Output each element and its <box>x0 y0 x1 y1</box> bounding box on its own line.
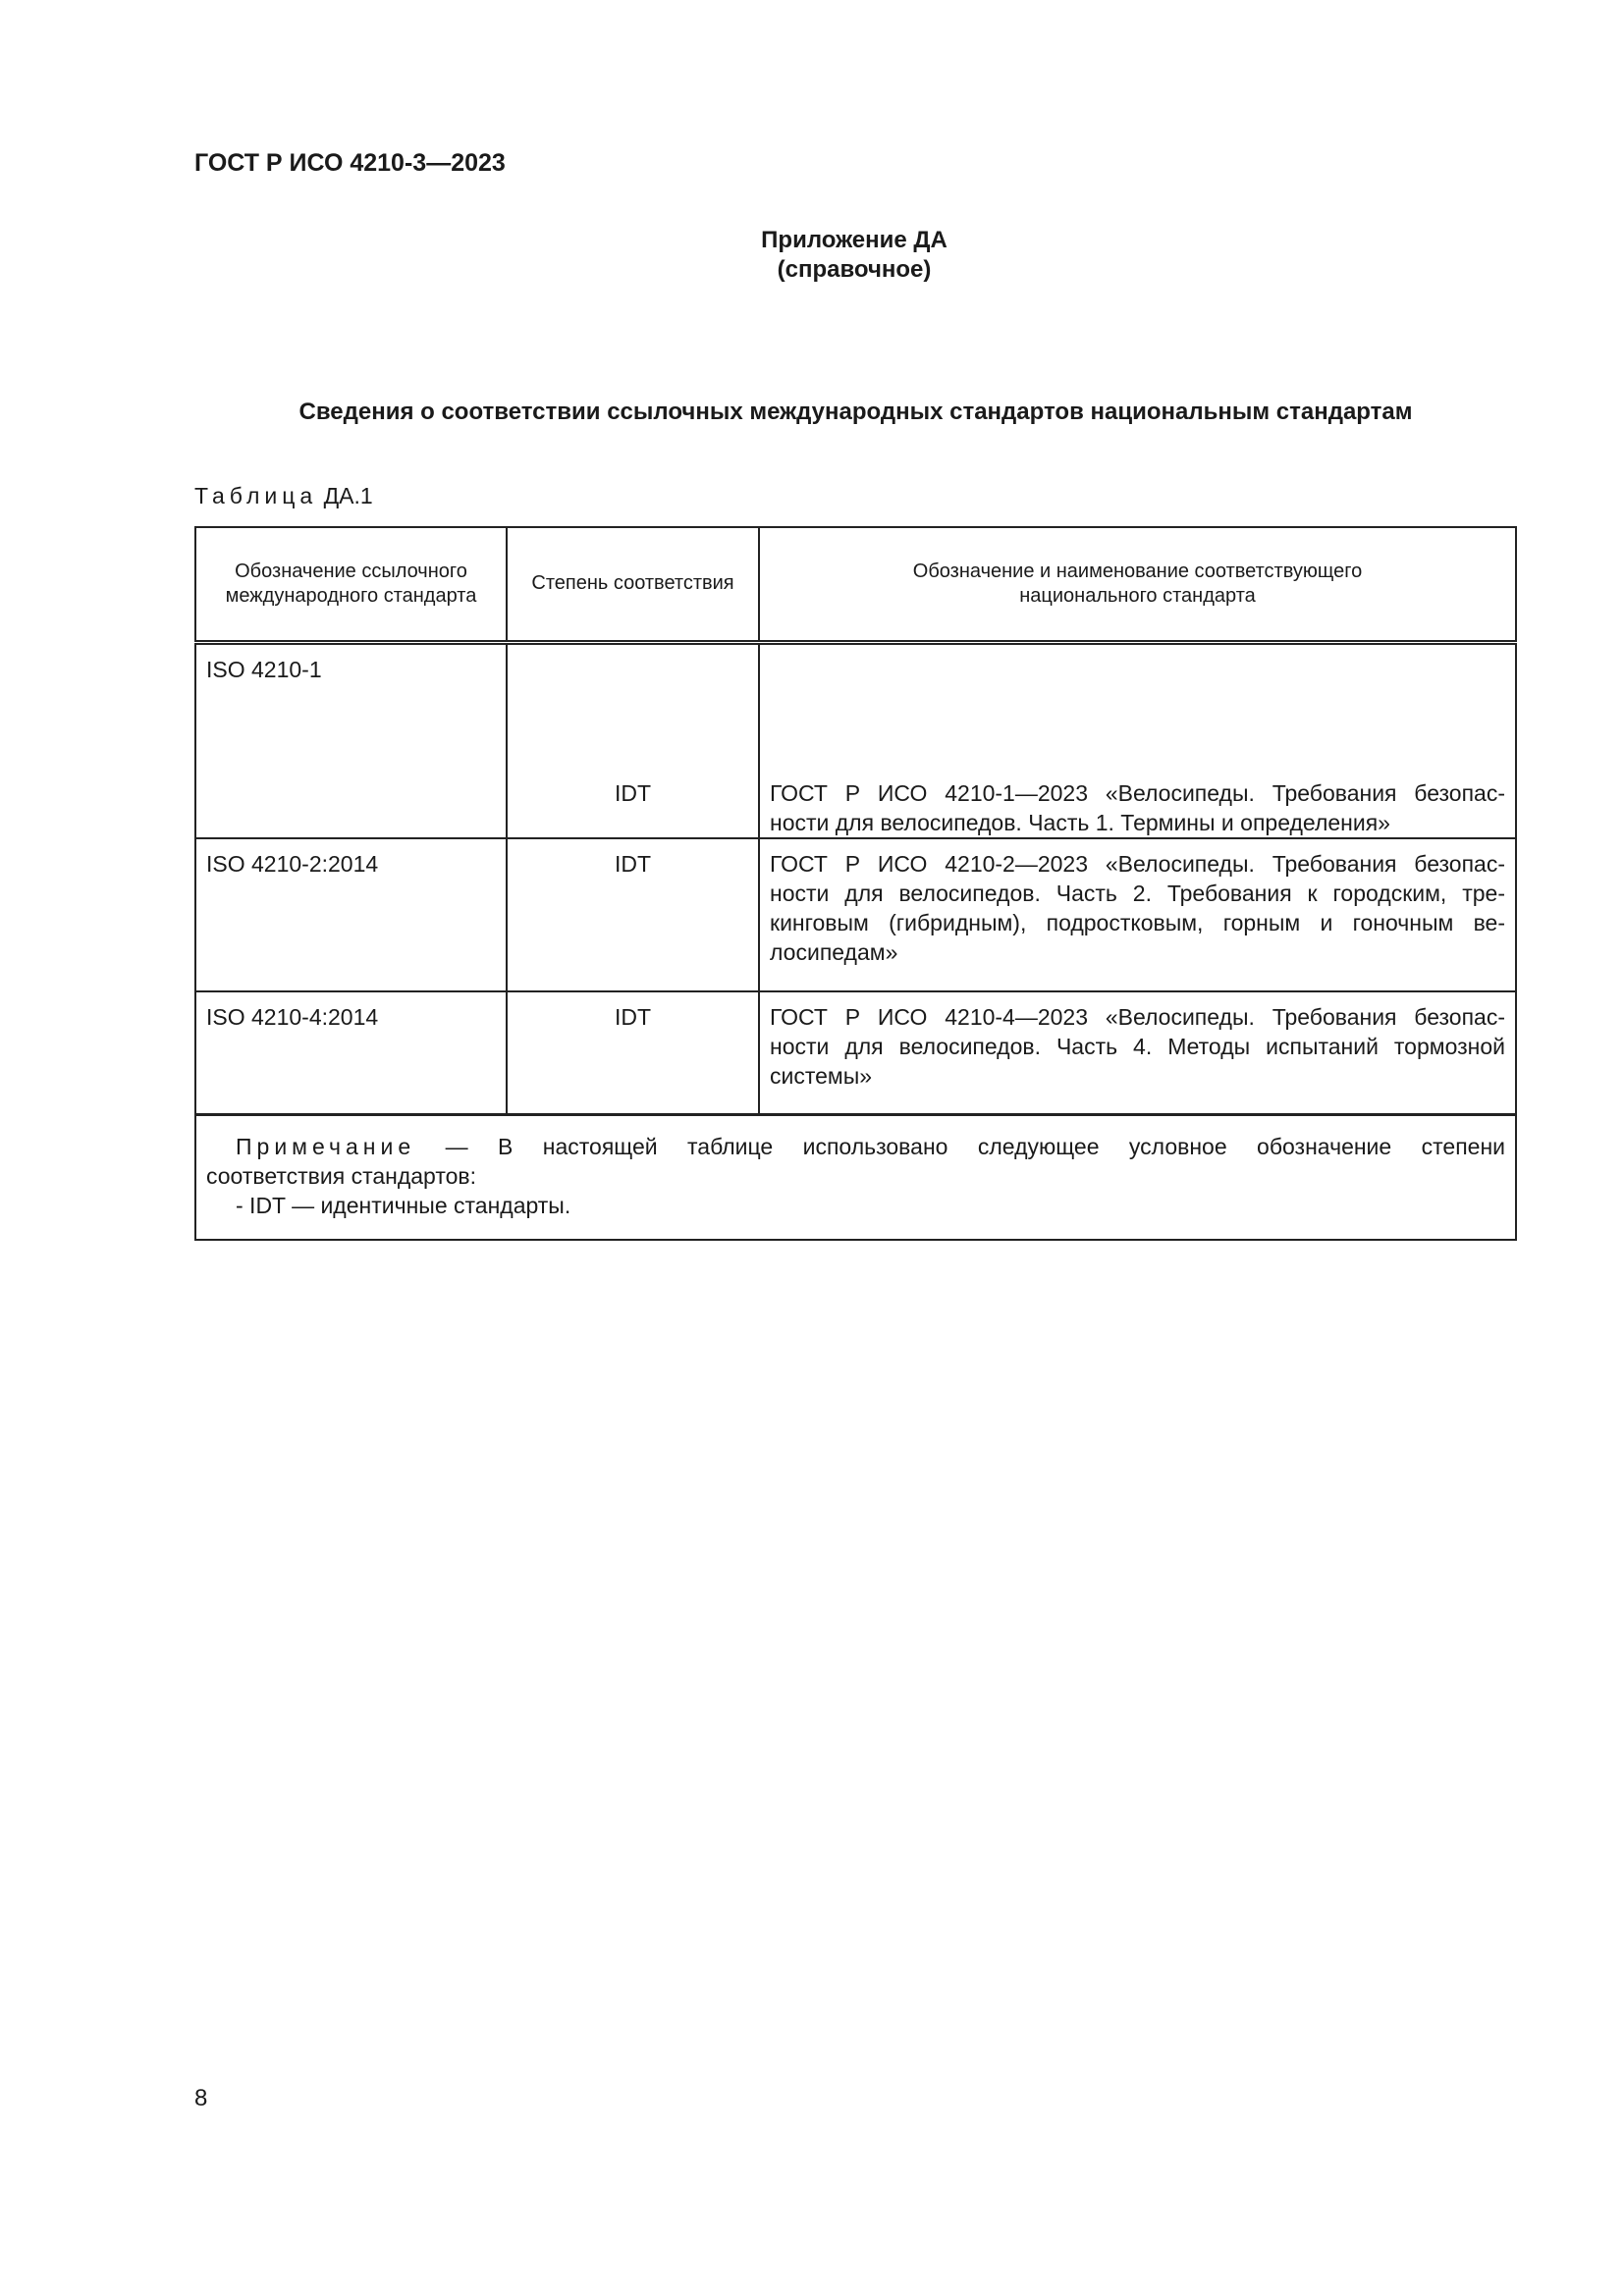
header-line: Обозначение ссылочного <box>235 560 467 582</box>
header-degree: Степень соответствия <box>506 526 760 645</box>
table-row: ISO 4210-2:2014 IDT ГОСТ Р ИСО 4210-2—20… <box>194 836 1517 992</box>
note-text: — В настоящей таблице использовано следу… <box>415 1134 1505 1159</box>
cell-degree: IDT <box>506 641 760 839</box>
table-row: ISO 4210-4:2014 IDT ГОСТ Р ИСО 4210-4—20… <box>194 989 1517 1116</box>
cell-intl: ISO 4210-2:2014 <box>194 836 508 992</box>
page-number: 8 <box>194 2085 208 2111</box>
table-row: ISO 4210-1 IDT ГОСТ Р ИСО 4210-1—2023 «В… <box>194 641 1517 839</box>
table-header-row: Обозначение ссылочного международного ста… <box>194 526 1517 645</box>
table-caption-label: Таблица <box>194 483 318 508</box>
header-line: Обозначение и наименование соответствующ… <box>912 560 1363 582</box>
note-line: Примечание — В настоящей таблице использ… <box>206 1132 1505 1161</box>
cell-national: ГОСТ Р ИСО 4210-4—2023 «Велосипеды. Треб… <box>758 989 1517 1116</box>
table-caption-number: ДА.1 <box>323 483 373 508</box>
appendix-title: Приложение ДА <box>761 227 947 253</box>
header-line: международного стандарта <box>225 584 477 607</box>
table-caption: Таблица ДА.1 <box>194 483 373 509</box>
cell-degree: IDT <box>506 989 760 1116</box>
note-line: - IDT — идентичные стандарты. <box>236 1193 571 1218</box>
table-note: Примечание — В настоящей таблице использ… <box>194 1113 1517 1241</box>
text-line: системы» <box>770 1062 873 1089</box>
cell-intl: ISO 4210-4:2014 <box>194 989 508 1116</box>
text-line: ГОСТ Р ИСО 4210-4—2023 «Велосипеды. Треб… <box>770 1003 1505 1030</box>
text-line: ности для велосипедов. Часть 2. Требован… <box>770 880 1505 906</box>
text-line: ности для велосипедов. Часть 1. Термины … <box>770 809 1390 835</box>
appendix-subtitle: (справочное) <box>777 256 932 283</box>
header-national: Обозначение и наименование соответствующ… <box>758 526 1517 645</box>
text-line: лосипедам» <box>770 938 898 965</box>
note-line: соответствия стандартов: <box>206 1163 477 1189</box>
cell-national: ГОСТ Р ИСО 4210-2—2023 «Велосипеды. Треб… <box>758 836 1517 992</box>
note-label: Примечание <box>236 1134 416 1159</box>
text-line: ГОСТ Р ИСО 4210-2—2023 «Велосипеды. Треб… <box>770 850 1505 877</box>
correspondence-table: Обозначение ссылочного международного ста… <box>194 526 1517 1241</box>
header-intl: Обозначение ссылочного международного ста… <box>194 526 508 645</box>
appendix-heading: Приложение ДА (справочное) <box>0 226 1624 285</box>
text-line: кинговым (гибридным), подростковым, горн… <box>770 909 1505 935</box>
header-line: национального стандарта <box>1019 584 1256 607</box>
cell-intl: ISO 4210-1 <box>194 641 508 839</box>
text-line: ности для велосипедов. Часть 4. Методы и… <box>770 1033 1505 1059</box>
text-line: ГОСТ Р ИСО 4210-1—2023 «Велосипеды. Треб… <box>770 779 1505 806</box>
table-note-row: Примечание — В настоящей таблице использ… <box>194 1113 1517 1241</box>
cell-degree: IDT <box>506 836 760 992</box>
section-title: Сведения о соответствии ссылочных междун… <box>298 399 1413 425</box>
cell-national: ГОСТ Р ИСО 4210-1—2023 «Велосипеды. Треб… <box>758 641 1517 839</box>
document-header: ГОСТ Р ИСО 4210-3—2023 <box>194 149 506 177</box>
